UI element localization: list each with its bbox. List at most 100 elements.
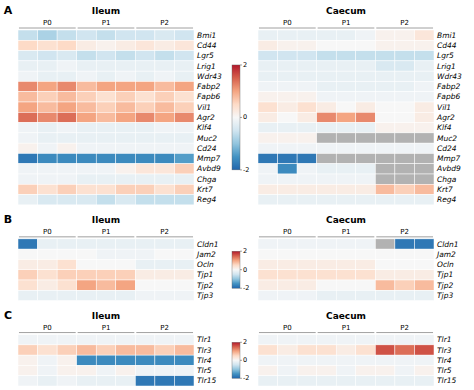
cell	[38, 365, 58, 375]
gene-label: Fapb6	[197, 92, 220, 101]
colorbar-tick	[240, 288, 242, 289]
cell	[297, 40, 317, 50]
cell	[96, 249, 116, 259]
group-label: P1	[102, 19, 111, 27]
gene-label: Tjp2	[197, 281, 213, 290]
cell	[297, 290, 317, 300]
cell	[278, 335, 298, 345]
cell	[96, 184, 116, 194]
cell	[297, 112, 317, 122]
cell	[414, 143, 434, 153]
cell	[174, 270, 194, 280]
cell	[96, 290, 116, 300]
cell	[395, 112, 415, 122]
group-label: P2	[160, 19, 169, 27]
cell	[116, 259, 136, 269]
cell	[38, 376, 58, 386]
cell	[174, 133, 194, 143]
cell	[155, 30, 175, 40]
cell	[116, 61, 136, 71]
gene-label: Tlr5	[437, 366, 452, 375]
gene-label: Chga	[437, 175, 457, 184]
cell	[395, 123, 415, 133]
cell	[278, 270, 298, 280]
cell	[395, 259, 415, 269]
cell	[96, 259, 116, 269]
cell	[395, 195, 415, 205]
cell	[375, 81, 395, 91]
cell	[336, 40, 356, 50]
gene-label: Tjp3	[197, 291, 213, 300]
group-label: P0	[43, 19, 52, 27]
cell	[356, 184, 376, 194]
cell	[96, 92, 116, 102]
gene-label: Tlr5	[197, 366, 212, 375]
cell	[317, 335, 337, 345]
cell	[317, 355, 337, 365]
group-bracket	[78, 332, 135, 333]
cell	[258, 30, 278, 40]
cell	[174, 345, 194, 355]
gene-label: Agr2	[196, 113, 215, 122]
cell	[96, 239, 116, 249]
cell	[414, 290, 434, 300]
cell	[375, 355, 395, 365]
cell	[96, 112, 116, 122]
cell	[38, 133, 58, 143]
cell	[77, 280, 97, 290]
cell	[77, 40, 97, 50]
cell	[414, 30, 434, 40]
cell	[395, 143, 415, 153]
cell	[375, 164, 395, 174]
gene-label: Muc2	[197, 134, 217, 143]
cell	[395, 71, 415, 81]
group-label: P1	[102, 324, 111, 332]
heatmap-title: Caecum	[326, 311, 366, 321]
cell	[155, 51, 175, 61]
cell	[297, 153, 317, 163]
cell	[278, 102, 298, 112]
gene-label: Bmi1	[437, 31, 456, 40]
cell	[96, 61, 116, 71]
cell	[57, 249, 77, 259]
cell	[317, 51, 337, 61]
cell	[155, 40, 175, 50]
cell	[135, 133, 155, 143]
gene-label: Bmi1	[197, 31, 216, 40]
cell	[77, 71, 97, 81]
cell	[38, 249, 58, 259]
cell	[155, 174, 175, 184]
cell	[77, 365, 97, 375]
cell	[258, 335, 278, 345]
cell	[297, 143, 317, 153]
cell	[38, 164, 58, 174]
group-bracket	[376, 28, 433, 29]
cell	[258, 71, 278, 81]
cell	[174, 30, 194, 40]
cell	[336, 102, 356, 112]
cell	[297, 345, 317, 355]
cell	[414, 365, 434, 375]
chart: AIleumP0P1P2Bmi1Cd44Lgr5Lrig1Wdr43Fabp2F…	[0, 0, 474, 390]
cell	[116, 249, 136, 259]
cell	[375, 143, 395, 153]
cell	[18, 376, 38, 386]
cell	[317, 40, 337, 50]
cell	[375, 112, 395, 122]
cell	[116, 143, 136, 153]
cell	[38, 102, 58, 112]
cell	[356, 133, 376, 143]
cell	[336, 345, 356, 355]
group-label: P0	[283, 19, 292, 27]
group-bracket	[376, 236, 433, 237]
cell	[174, 184, 194, 194]
cell	[57, 164, 77, 174]
cell	[414, 102, 434, 112]
cell	[356, 249, 376, 259]
cell	[395, 249, 415, 259]
gene-label: Fapb6	[437, 92, 460, 101]
gene-label: Lrig1	[197, 62, 216, 71]
gene-label: Cldn1	[197, 240, 219, 249]
gene-label: Tlr4	[197, 356, 212, 365]
cell	[96, 195, 116, 205]
